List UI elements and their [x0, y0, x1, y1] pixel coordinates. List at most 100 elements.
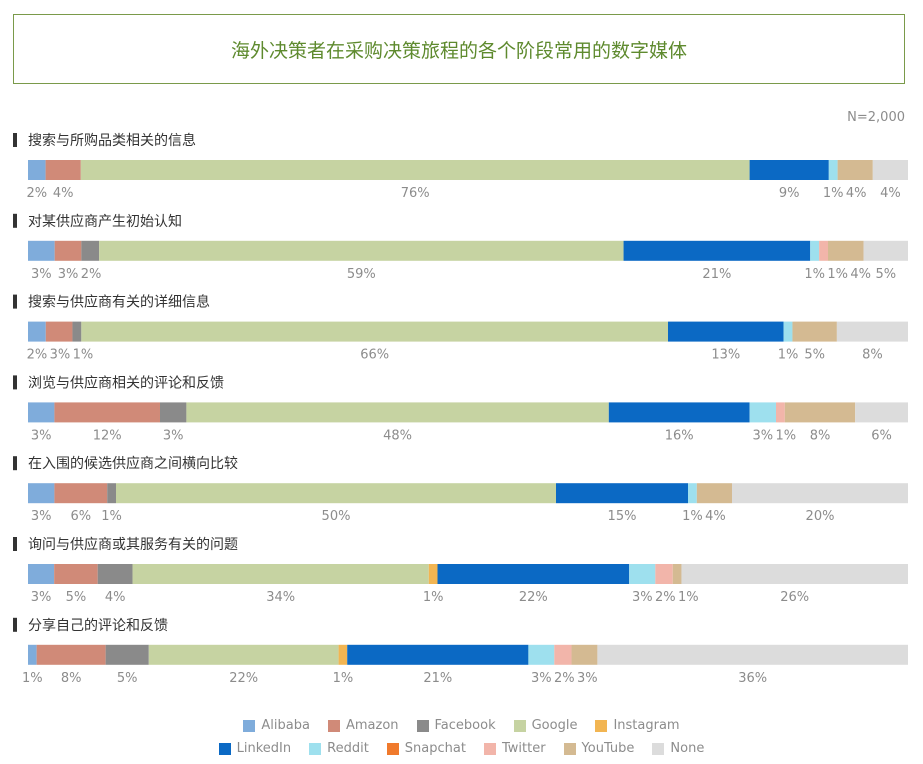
value-label-reddit: 3%	[752, 428, 773, 443]
legend-item-instagram: Instagram	[595, 718, 680, 733]
value-label-twitter: 1%	[827, 267, 848, 282]
bar-segment-linkedin	[623, 240, 811, 261]
category-marker	[13, 537, 17, 551]
bar-segment-google	[99, 240, 624, 261]
value-label-alibaba: 3%	[31, 509, 52, 524]
category-label: 搜索与供应商有关的详细信息	[28, 294, 210, 311]
legend-label: Instagram	[613, 718, 680, 733]
chart-title-box: 海外决策者在采购决策旅程的各个阶段常用的数字媒体	[13, 14, 905, 84]
bar-segment-twitter	[554, 644, 572, 665]
bar-segment-alibaba	[28, 644, 37, 665]
legend-item-none: None	[652, 741, 704, 756]
value-label-alibaba: 3%	[31, 428, 52, 443]
bar-segment-amazon	[45, 321, 73, 342]
bar-segment-facebook	[160, 402, 187, 423]
value-label-instagram: 1%	[333, 671, 354, 686]
category-marker	[13, 294, 17, 309]
bar-segment-linkedin	[347, 644, 529, 665]
value-label-none: 8%	[862, 348, 883, 363]
value-label-linkedin: 21%	[702, 267, 731, 282]
bar-segment-facebook	[105, 644, 149, 665]
value-label-alibaba: 2%	[26, 186, 47, 201]
bar-segment-alibaba	[28, 240, 55, 261]
legend-swatch	[513, 719, 526, 732]
bar-segment-reddit	[783, 321, 793, 342]
legend-item-amazon: Amazon	[327, 718, 399, 733]
bar-segment-twitter	[776, 402, 785, 423]
value-label-google: 22%	[229, 671, 258, 686]
bar-segment-linkedin	[608, 402, 750, 423]
legend-label: None	[670, 741, 705, 756]
legend-item-google: Google	[513, 718, 578, 733]
legend-swatch	[563, 742, 576, 755]
value-label-youtube: 4%	[850, 267, 871, 282]
bar-segment-alibaba	[28, 483, 55, 504]
value-label-instagram: 1%	[423, 590, 444, 605]
bar-segment-youtube	[672, 564, 682, 584]
bar-segment-instagram	[428, 564, 438, 584]
legend-item-twitter: Twitter	[483, 741, 546, 756]
legend-swatch	[243, 719, 256, 732]
value-label-youtube: 8%	[810, 428, 831, 443]
bar-segment-facebook	[81, 240, 100, 261]
legend-label: Facebook	[434, 718, 496, 733]
legend-item-alibaba: Alibaba	[243, 718, 310, 733]
value-label-twitter: 1%	[775, 428, 796, 443]
value-label-amazon: 4%	[53, 186, 74, 201]
bar-segment-amazon	[36, 644, 106, 665]
bar-segment-reddit	[749, 402, 776, 423]
bar-segment-google	[186, 402, 609, 423]
legend-label: Amazon	[345, 718, 399, 733]
bar-segment-none	[732, 483, 908, 504]
bar-segment-reddit	[828, 160, 838, 180]
value-label-none: 4%	[880, 186, 901, 201]
category-marker	[13, 133, 17, 147]
category-marker	[13, 456, 17, 471]
bar-segment-google	[80, 160, 750, 180]
bar-segment-amazon	[54, 483, 108, 504]
bar-segment-youtube	[837, 160, 873, 180]
category-marker	[13, 213, 17, 228]
bar-segment-instagram	[338, 644, 348, 665]
value-label-linkedin: 16%	[665, 428, 694, 443]
category-marker	[13, 375, 17, 390]
sample-size-note: N=2,000	[847, 110, 905, 125]
value-label-facebook: 5%	[117, 671, 138, 686]
legend-item-facebook: Facebook	[416, 718, 496, 733]
bar-segment-linkedin	[668, 321, 784, 342]
legend-item-youtube: YouTube	[563, 741, 634, 756]
legend-swatch	[652, 742, 665, 755]
value-label-alibaba: 3%	[31, 590, 52, 605]
bar-segment-facebook	[72, 321, 82, 342]
legend-label: Google	[531, 718, 578, 733]
bar-segment-youtube	[571, 644, 598, 665]
value-label-linkedin: 22%	[519, 590, 548, 605]
bar-segment-amazon	[54, 402, 160, 423]
value-label-none: 36%	[738, 671, 767, 686]
bar-segment-linkedin	[437, 564, 630, 584]
category-label: 对某供应商产生初始认知	[28, 213, 182, 230]
value-label-twitter: 2%	[554, 671, 575, 686]
bar-segment-facebook	[97, 564, 133, 584]
legend-swatch	[386, 742, 399, 755]
legend-label: Twitter	[501, 741, 546, 756]
value-label-youtube: 3%	[577, 671, 598, 686]
value-label-linkedin: 13%	[711, 348, 740, 363]
value-label-google: 59%	[347, 267, 376, 282]
legend-label: Reddit	[327, 741, 369, 756]
value-label-none: 20%	[806, 509, 835, 524]
bar-segment-none	[597, 644, 908, 665]
value-label-alibaba: 3%	[31, 267, 52, 282]
value-label-google: 48%	[383, 428, 412, 443]
bar-segment-youtube	[792, 321, 837, 342]
legend-swatch	[218, 742, 231, 755]
value-label-amazon: 5%	[66, 590, 87, 605]
category-label: 搜索与所购品类相关的信息	[28, 132, 196, 149]
legend-swatch	[483, 742, 496, 755]
legend-item-linkedin: LinkedIn	[218, 741, 291, 756]
bar-segment-reddit	[629, 564, 656, 584]
value-label-reddit: 1%	[778, 348, 799, 363]
bar-segment-youtube	[828, 240, 864, 261]
value-label-google: 50%	[322, 509, 351, 524]
category-label: 询问与供应商或其服务有关的问题	[28, 536, 238, 553]
